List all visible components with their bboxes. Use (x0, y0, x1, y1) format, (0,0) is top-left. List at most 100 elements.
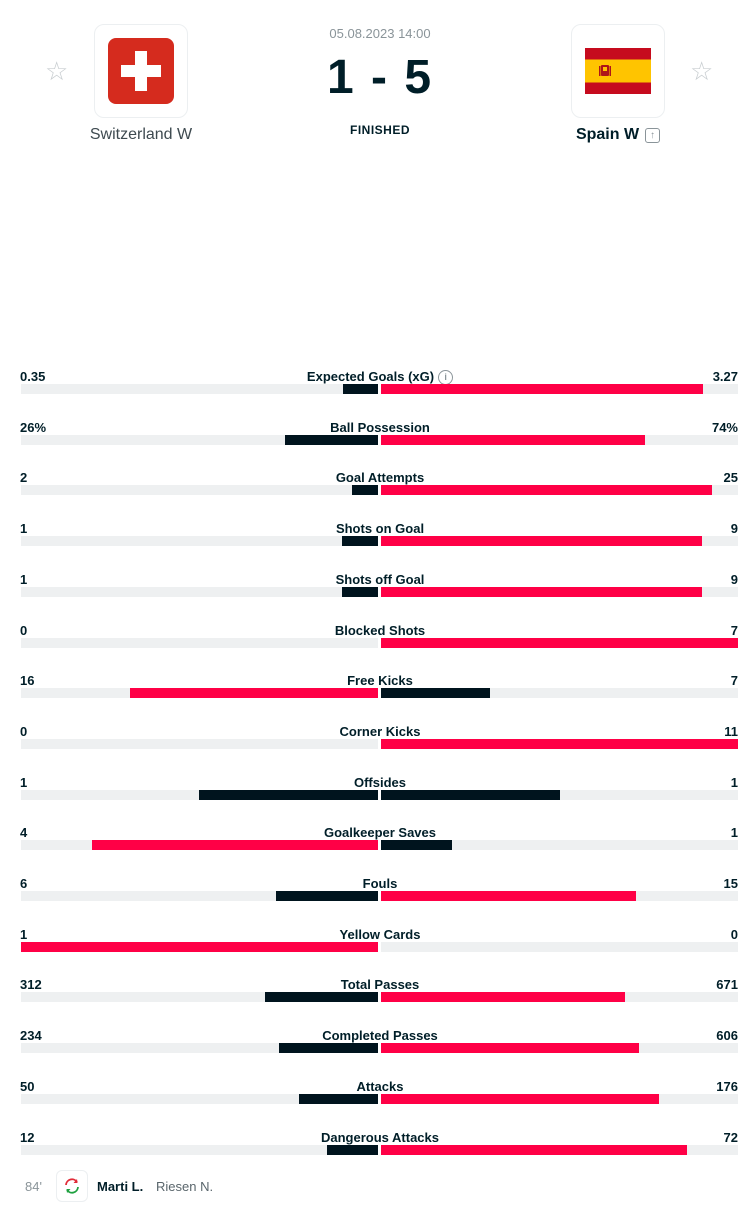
stat-label-text: Shots on Goal (335, 521, 425, 536)
stat-away-bar (381, 891, 636, 901)
stat-home-bar-track (21, 435, 378, 445)
stat-home-bar (342, 536, 378, 546)
home-team-logo[interactable] (94, 24, 188, 118)
stat-away-bar-track (381, 891, 738, 901)
stat-home-value: 26% (20, 420, 47, 435)
stat-label: Expected Goals (xG) i (228, 369, 532, 385)
substitution-icon (56, 1170, 88, 1202)
stat-home-bar-track (21, 1043, 378, 1053)
stat-away-value: 1 (730, 825, 738, 840)
favorite-away-star-icon[interactable]: ☆ (690, 56, 714, 86)
stat-label-text: Corner Kicks (339, 724, 421, 739)
stat-home-bar-track (21, 1145, 378, 1155)
stat-row: 234 Completed Passes 606 (0, 1028, 756, 1078)
stat-row: 26% Ball Possession 74% (0, 420, 756, 470)
stat-row: 312 Total Passes 671 (0, 977, 756, 1027)
stat-away-bar (381, 1094, 659, 1104)
stat-home-bar (343, 384, 378, 394)
stat-row: 4 Goalkeeper Saves 1 (0, 825, 756, 875)
player-out-name[interactable]: Riesen N. (156, 1179, 214, 1194)
stat-away-bar (381, 587, 702, 597)
stat-home-value: 50 (20, 1079, 35, 1094)
stat-label: Yellow Cards (228, 927, 532, 942)
stat-home-value: 1 (20, 775, 28, 790)
stat-home-bar (342, 587, 378, 597)
stat-home-bar (130, 688, 378, 698)
stat-label-text: Completed Passes (322, 1028, 438, 1043)
stat-home-bar-track (21, 942, 378, 952)
away-team-name[interactable]: Spain W ↑ (518, 126, 718, 144)
stat-away-value: 7 (730, 623, 738, 638)
stat-away-bar-track (381, 638, 738, 648)
stat-away-bar-track (381, 790, 738, 800)
match-score: 1 - 5 (326, 51, 434, 104)
stat-row: 50 Attacks 176 (0, 1079, 756, 1129)
stat-away-value: 1 (730, 775, 738, 790)
stat-home-value: 16 (20, 673, 35, 688)
home-team-name[interactable]: Switzerland W (89, 126, 193, 143)
stat-row: 16 Free Kicks 7 (0, 673, 756, 723)
info-icon[interactable]: i (438, 370, 454, 385)
stat-away-value: 25 (723, 470, 738, 485)
stat-away-bar (381, 688, 490, 698)
stat-label: Total Passes (228, 977, 532, 992)
player-in-name[interactable]: Marti L. (97, 1179, 144, 1194)
stat-label: Corner Kicks (228, 724, 532, 739)
stat-away-bar-track (381, 1043, 738, 1053)
stat-away-bar (381, 739, 738, 749)
stat-away-value: 9 (730, 572, 738, 587)
stat-label: Fouls (228, 876, 532, 891)
stat-home-value: 312 (20, 977, 42, 992)
stat-home-bar-track (21, 1094, 378, 1104)
stat-row: 1 Offsides 1 (0, 775, 756, 825)
stat-home-value: 1 (20, 927, 28, 942)
stat-away-value: 11 (724, 724, 738, 739)
stat-row: 2 Goal Attempts 25 (0, 470, 756, 520)
stat-label-text: Total Passes (340, 977, 420, 992)
stat-row: 0.35 Expected Goals (xG) i 3.27 (0, 369, 756, 419)
away-team-logo[interactable] (571, 24, 665, 118)
stat-away-bar-track (381, 485, 738, 495)
stat-home-value: 12 (20, 1130, 35, 1145)
stat-label: Offsides (228, 775, 532, 790)
stat-away-value: 0 (730, 927, 738, 942)
favorite-home-star-icon[interactable]: ☆ (45, 56, 69, 86)
stat-label: Attacks (228, 1079, 532, 1094)
stat-away-bar (381, 790, 560, 800)
stat-away-value: 15 (723, 876, 738, 891)
stat-away-bar (381, 485, 712, 495)
stat-label-text: Yellow Cards (339, 927, 421, 942)
stat-label: Blocked Shots (228, 623, 532, 638)
stat-home-bar-track (21, 992, 378, 1002)
stat-row: 0 Corner Kicks 11 (0, 724, 756, 774)
stat-label: Free Kicks (228, 673, 532, 688)
stat-label: Shots off Goal (228, 572, 532, 587)
stat-away-bar (381, 384, 703, 394)
stat-away-bar-track (381, 536, 738, 546)
stat-home-bar-track (21, 638, 378, 648)
stat-home-bar (285, 435, 378, 445)
stat-home-bar (279, 1043, 378, 1053)
stat-row: 12 Dangerous Attacks 72 (0, 1130, 756, 1180)
stat-away-bar-track (381, 688, 738, 698)
spain-flag-icon (585, 48, 651, 94)
stat-home-bar-track (21, 485, 378, 495)
stat-home-bar-track (21, 536, 378, 546)
stat-label-text: Attacks (356, 1079, 404, 1094)
away-team-name-text: Spain W (575, 126, 640, 143)
stat-away-value: 9 (730, 521, 738, 536)
stat-away-value: 176 (716, 1079, 738, 1094)
stat-away-bar (381, 1145, 687, 1155)
stat-home-value: 0 (20, 724, 28, 739)
stat-label-text: Dangerous Attacks (321, 1130, 439, 1145)
stat-away-bar-track (381, 992, 738, 1002)
stat-away-value: 74% (711, 420, 738, 435)
stat-home-value: 1 (20, 521, 28, 536)
stat-label: Shots on Goal (228, 521, 532, 536)
stat-home-value: 0 (20, 623, 28, 638)
stat-label-text: Free Kicks (347, 673, 413, 688)
stat-home-bar (92, 840, 378, 850)
stat-home-value: 0.35 (20, 369, 46, 384)
stat-home-value: 1 (20, 572, 28, 587)
stat-away-bar-track (381, 1094, 738, 1104)
